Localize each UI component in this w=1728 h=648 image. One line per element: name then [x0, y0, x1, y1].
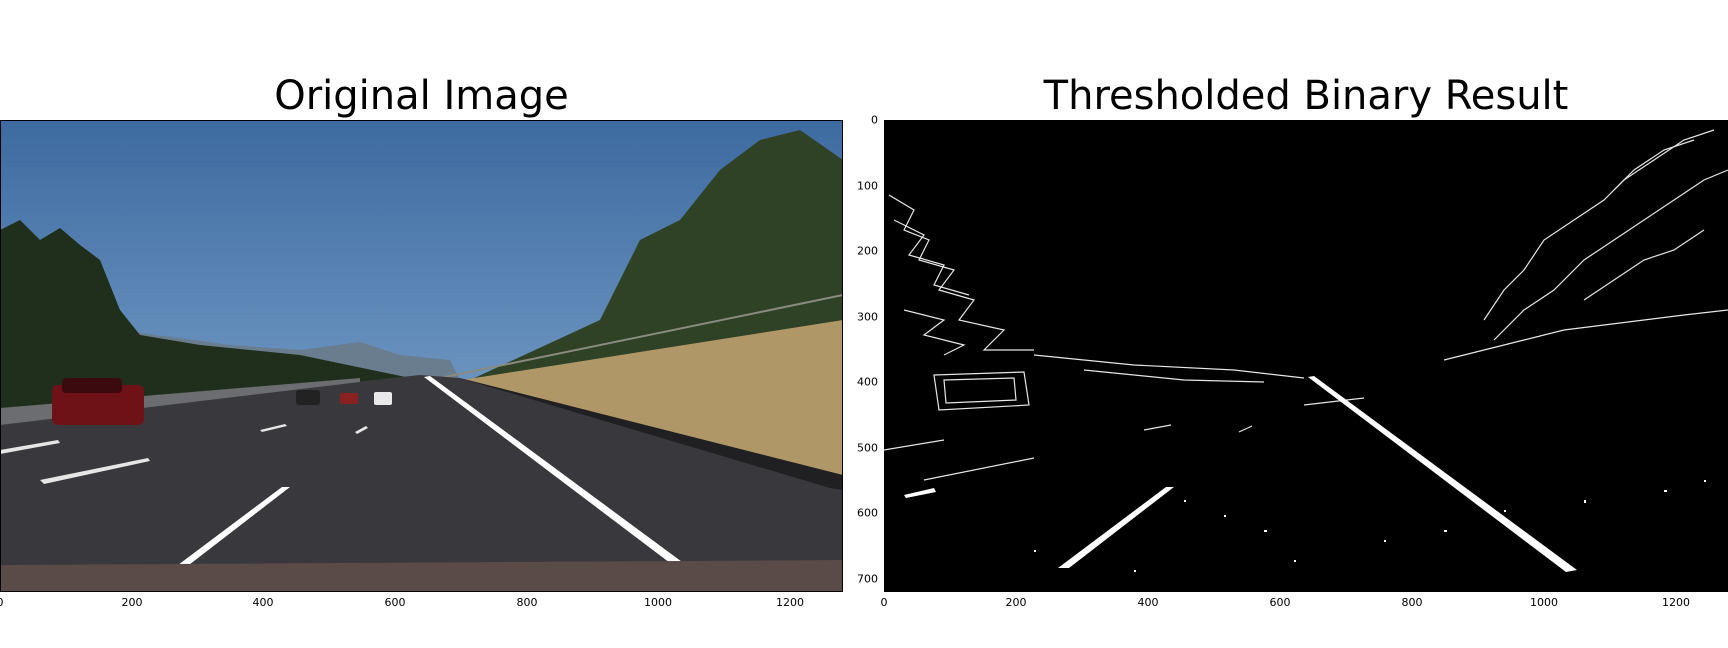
- x-tick-label: 200: [121, 596, 143, 609]
- x-tick-label: 1000: [1530, 596, 1558, 609]
- x-tick-label: 0: [0, 596, 4, 609]
- original-image-axes: 0 200 400 600 800 1000 1200: [0, 120, 843, 609]
- binary-result-axes: 0 100 200 300 400 500 600 700 0 200 400 …: [857, 114, 1728, 609]
- y-tick-label: 700: [857, 572, 878, 586]
- original-image-title: Original Image: [274, 73, 569, 119]
- x-tick-label: 1200: [1662, 596, 1690, 609]
- y-tick-label: 500: [857, 441, 878, 455]
- x-tick-label: 1200: [776, 596, 804, 609]
- binary-result-image: [884, 120, 1728, 592]
- original-road-image: [0, 120, 843, 592]
- y-tick-label: 600: [857, 506, 878, 520]
- x-tick-label: 0: [880, 596, 888, 609]
- x-tick-label: 600: [384, 596, 406, 609]
- y-tick-label: 200: [857, 244, 878, 258]
- y-tick-label: 300: [857, 310, 878, 324]
- x-tick-label: 200: [1005, 596, 1027, 609]
- y-tick-label: 100: [857, 179, 878, 193]
- x-tick-label: 400: [252, 596, 274, 609]
- x-tick-label: 800: [1401, 596, 1423, 609]
- x-tick-label: 400: [1137, 596, 1159, 609]
- y-tick-label: 400: [857, 375, 878, 389]
- binary-result-title: Thresholded Binary Result: [1043, 73, 1569, 119]
- y-tick-label: 0: [871, 113, 878, 127]
- x-tick-label: 1000: [644, 596, 672, 609]
- x-tick-label: 800: [516, 596, 538, 609]
- x-tick-label: 600: [1269, 596, 1291, 609]
